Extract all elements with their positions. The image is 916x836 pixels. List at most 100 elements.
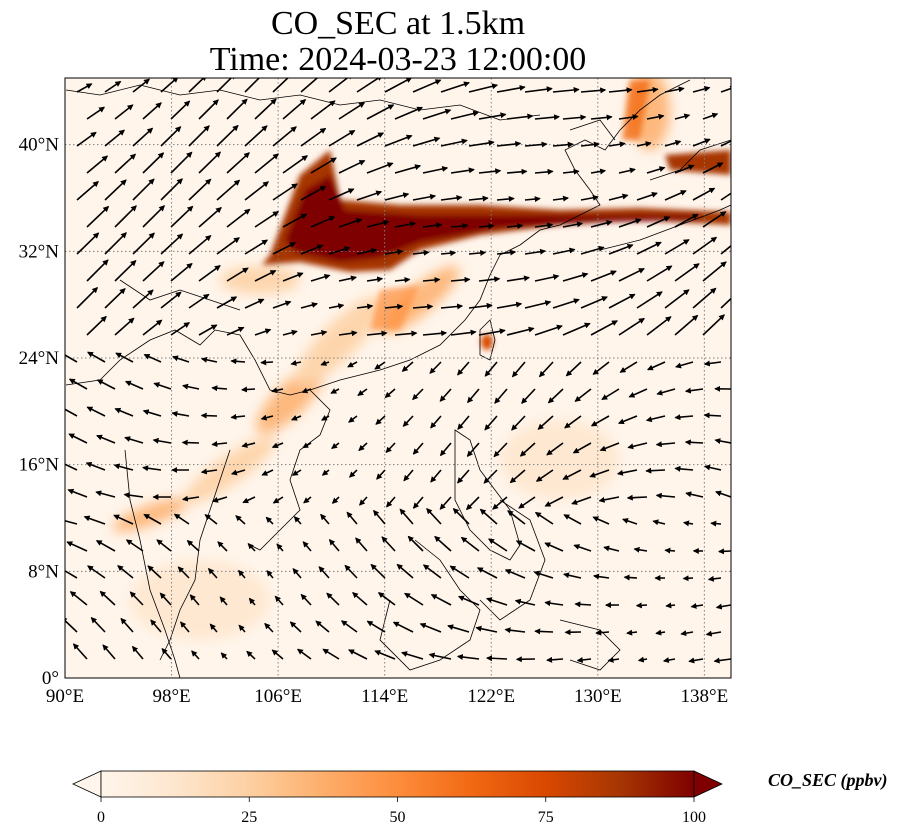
wind-arrow (376, 469, 386, 480)
wind-arrow (730, 118, 731, 119)
wind-arrow (618, 167, 636, 174)
wind-arrow (331, 442, 340, 450)
wind-arrow (580, 245, 605, 255)
wind-arrow (656, 388, 676, 396)
wind-arrow (703, 412, 722, 419)
wind-arrow (403, 469, 414, 482)
wind-arrow (366, 104, 395, 120)
wind-arrow (494, 388, 508, 404)
wind-arrow (645, 467, 666, 474)
wind-arrow (674, 263, 700, 282)
wind-arrow (616, 469, 638, 476)
wind-arrow (356, 132, 385, 147)
wind-arrow (65, 520, 78, 525)
wind-arrow (450, 110, 480, 120)
wind-arrow (338, 218, 363, 228)
wind-arrow (468, 249, 487, 256)
wind-arrow (598, 496, 620, 503)
wind-arrow (714, 438, 731, 444)
wind-arrow (198, 99, 219, 120)
wind-arrow (478, 276, 501, 283)
wind-arrow (702, 261, 727, 282)
wind-arrow (348, 649, 368, 660)
wind-arrow (720, 192, 731, 201)
wind-arrow (291, 469, 302, 476)
wind-arrow (524, 86, 553, 93)
wind-arrow (254, 328, 272, 336)
wind-arrow (160, 291, 182, 309)
wind-arrow (86, 106, 106, 120)
y-tick-label: 24°N (19, 348, 60, 369)
wind-arrow (76, 83, 93, 93)
wind-arrow (86, 406, 106, 417)
wind-arrow (572, 442, 592, 454)
wind-arrow (300, 302, 318, 309)
colorbar-tick-label: 0 (97, 809, 105, 826)
wind-arrow (688, 657, 704, 664)
wind-arrow (655, 492, 676, 499)
wind-arrow (652, 519, 666, 526)
wind-arrow (310, 273, 331, 282)
wind-arrow (562, 221, 584, 228)
wind-arrow (143, 513, 162, 525)
wind-arrow (282, 329, 298, 336)
wind-arrow (328, 246, 351, 255)
wind-arrow (114, 259, 137, 282)
wind-arrow (636, 241, 662, 255)
wind-arrow (627, 442, 648, 450)
wind-arrow (211, 385, 228, 392)
wind-arrow (96, 379, 116, 390)
wind-arrow (104, 232, 127, 255)
wind-arrow (211, 496, 228, 503)
wind-arrow (514, 598, 536, 606)
wind-arrow (86, 155, 109, 174)
wind-arrow (674, 314, 699, 336)
wind-arrow (170, 151, 193, 174)
wind-arrow (509, 469, 526, 484)
wind-arrow (452, 507, 470, 525)
wind-arrow (188, 235, 212, 255)
wind-arrow (85, 461, 106, 471)
wind-arrow (412, 496, 424, 509)
wind-arrow (104, 80, 122, 93)
wind-arrow (320, 513, 330, 525)
wind-arrow (492, 496, 508, 510)
wind-arrow (266, 570, 274, 579)
wind-arrow (626, 494, 648, 501)
wind-arrow (618, 114, 639, 121)
wind-arrow (328, 539, 340, 552)
wind-arrow (580, 87, 607, 94)
wind-arrow (690, 603, 704, 609)
wind-arrow (374, 650, 396, 660)
wind-arrow (189, 594, 200, 606)
wind-arrow (440, 194, 463, 201)
wind-arrow (628, 388, 648, 398)
wind-arrow (705, 630, 722, 637)
wind-arrow (422, 222, 443, 229)
wind-arrow (608, 141, 626, 148)
wind-arrow (607, 656, 620, 663)
wind-arrow (161, 647, 172, 660)
wind-arrow (114, 104, 134, 120)
wind-arrow (440, 138, 468, 147)
wind-arrow (117, 565, 134, 579)
wind-arrow (496, 85, 526, 93)
wind-arrow (219, 596, 228, 606)
wind-arrow (328, 129, 356, 147)
wind-arrow (272, 78, 295, 93)
wind-arrow (692, 236, 718, 255)
wind-arrow (172, 355, 190, 363)
wind-arrow (618, 317, 645, 336)
wind-arrow (534, 511, 554, 525)
wind-arrow (519, 442, 536, 457)
wind-arrow (488, 538, 508, 552)
wind-arrow (524, 196, 541, 203)
wind-arrow (394, 276, 411, 283)
y-axis-ticks: 0° 8°N 16°N 24°N 32°N 40°N (19, 135, 60, 689)
wind-arrow (152, 437, 172, 444)
wind-arrow (524, 248, 546, 255)
wind-arrow (608, 243, 634, 255)
wind-arrow (574, 388, 592, 402)
colorbar-tick-label: 25 (241, 809, 257, 826)
wind-arrow (419, 622, 442, 633)
